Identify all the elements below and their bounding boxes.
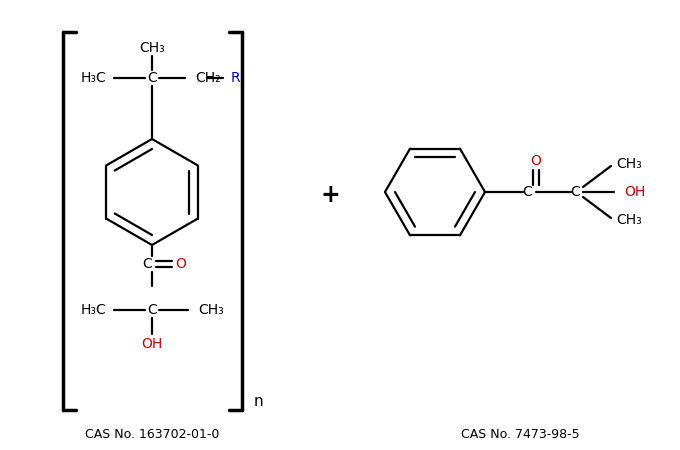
Text: CAS No. 7473-98-5: CAS No. 7473-98-5	[460, 428, 579, 441]
Text: +: +	[320, 183, 340, 207]
Text: H₃C: H₃C	[80, 303, 106, 317]
Text: OH: OH	[624, 185, 645, 199]
Text: C: C	[147, 71, 157, 85]
Text: n: n	[253, 393, 262, 409]
Text: H₃C: H₃C	[80, 71, 106, 85]
Text: CH₃: CH₃	[616, 157, 642, 171]
Text: CH₂: CH₂	[195, 71, 220, 85]
Text: C: C	[147, 303, 157, 317]
Text: C: C	[522, 185, 532, 199]
Text: C: C	[570, 185, 580, 199]
Text: OH: OH	[141, 337, 163, 351]
Text: O: O	[530, 154, 541, 168]
Text: CAS No. 163702-01-0: CAS No. 163702-01-0	[85, 428, 219, 441]
Text: O: O	[175, 257, 186, 271]
Text: CH₃: CH₃	[616, 213, 642, 227]
Text: CH₃: CH₃	[139, 41, 165, 55]
Text: CH₃: CH₃	[198, 303, 224, 317]
Text: C: C	[142, 257, 152, 271]
Text: R: R	[231, 71, 241, 85]
